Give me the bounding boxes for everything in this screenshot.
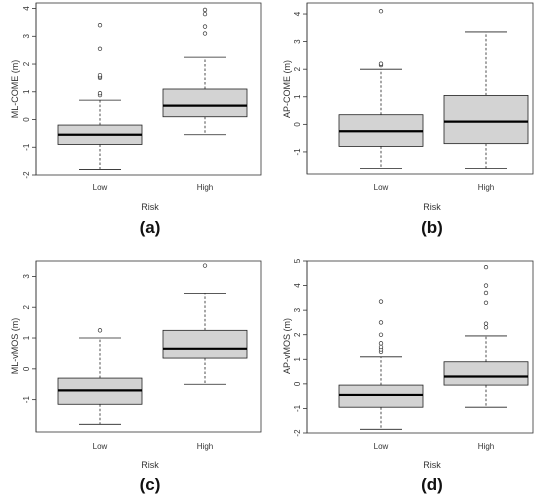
- panel-a-boxes: [57, 7, 248, 170]
- panel-b-y-tick-label: 3: [293, 39, 302, 44]
- panel-d-y-tick-label: 0: [293, 381, 302, 386]
- panel-a-high-outlier: [202, 11, 208, 17]
- panel-a-y-tick-label: -1: [22, 143, 31, 151]
- panel-c: -1 0 1 2 3 ML-vMOS (m) Low High Risk (c): [10, 260, 262, 494]
- panel-c-y-ticks: -1 0 1 2 3: [22, 274, 36, 404]
- panel-b-y-tick-label: 4: [293, 11, 302, 16]
- panel-c-x-tick-low: Low: [93, 442, 108, 451]
- panel-a-y-tick-label: -2: [22, 171, 31, 179]
- panel-d-high-outlier: [483, 264, 489, 270]
- panel-b-y-ticks: -1 0 1 2 3 4: [293, 11, 307, 155]
- panel-d-low-outlier: [378, 332, 384, 337]
- panel-a-y-tick-label: 3: [22, 34, 31, 39]
- panel-d-low-box: [338, 384, 424, 408]
- panel-a-y-ticks: -2 -1 0 1 2 3 4: [22, 6, 36, 179]
- panel-a-x-axis-title: Risk: [141, 202, 159, 212]
- panel-c-y-tick-label: 0: [22, 366, 31, 371]
- panel-b-x-tick-low: Low: [374, 183, 389, 192]
- panel-a-high-outlier: [202, 31, 208, 36]
- panel-d-high-outlier: [483, 325, 489, 330]
- panel-a-label: (a): [140, 218, 161, 237]
- panel-c-y-tick-label: -1: [22, 396, 31, 404]
- panel-d-label: (d): [421, 475, 443, 494]
- panel-b-frame: [306, 2, 534, 175]
- panel-b-low-outlier: [378, 9, 384, 14]
- panel-c-high-box: [162, 329, 248, 359]
- panel-a-y-axis-title: ML-COME (m): [10, 60, 20, 119]
- panel-d-y-tick-label: 4: [293, 283, 302, 288]
- panel-b-label: (b): [421, 218, 443, 237]
- panel-a-y-tick-label: 2: [22, 61, 31, 66]
- panel-d-y-tick-label: 3: [293, 307, 302, 312]
- panel-d-low-outlier: [378, 344, 384, 350]
- panel-b-y-tick-label: 1: [293, 94, 302, 99]
- panel-c-x-axis-title: Risk: [141, 460, 159, 470]
- panel-d-low-outlier: [378, 341, 384, 346]
- panel-d-low-outlier: [378, 299, 384, 304]
- panel-a-y-tick-label: 0: [22, 117, 31, 122]
- panel-b-x-tick-high: High: [478, 183, 494, 192]
- panel-d-x-tick-low: Low: [374, 442, 389, 451]
- panel-b-y-tick-label: 0: [293, 122, 302, 127]
- panel-a-high-outlier: [202, 7, 208, 13]
- panel-c-low-outlier: [97, 328, 103, 333]
- panel-d-y-ticks: -2 -1 0 1 2 3 4 5: [293, 258, 307, 437]
- panel-b: -1 0 1 2 3 4 AP-COME (m) Low High Risk (b): [282, 2, 534, 237]
- panel-a-y-tick-label: 4: [22, 6, 31, 11]
- panel-d-boxes: [338, 264, 529, 430]
- panel-d-low-outlier: [378, 320, 384, 325]
- panel-d-y-tick-label: 5: [293, 258, 302, 263]
- panel-a-low-outlier: [97, 46, 103, 51]
- panel-c-label: (c): [140, 475, 161, 494]
- panel-a-low-outlier: [97, 72, 103, 78]
- panel-a-high-outlier: [202, 24, 208, 29]
- panel-a-x-tick-low: Low: [93, 183, 108, 192]
- panel-c-y-tick-label: 3: [22, 274, 31, 279]
- panel-a-low-outlier: [97, 23, 103, 28]
- panel-d-x-tick-high: High: [478, 442, 494, 451]
- panel-d-y-tick-label: 1: [293, 357, 302, 362]
- panel-d-y-axis-title: AP-vMOS (m): [282, 318, 292, 374]
- panel-d-high-outlier: [483, 290, 489, 296]
- panel-c-y-tick-label: 2: [22, 304, 31, 309]
- panel-b-x-axis-title: Risk: [423, 202, 441, 212]
- panel-a: -2 -1 0 1 2 3 4 ML-COME (m) Low High Risk (a): [10, 2, 262, 237]
- panel-c-x-tick-high: High: [197, 442, 213, 451]
- panel-b-high-box: [443, 94, 529, 145]
- panel-b-low-outlier: [378, 61, 384, 66]
- panel-d-x-axis-title: Risk: [423, 460, 441, 470]
- panel-a-high-box: [162, 88, 248, 118]
- panel-c-high-outlier: [202, 263, 208, 268]
- panel-b-y-axis-title: AP-COME (m): [282, 60, 292, 118]
- panel-b-y-tick-label: -1: [293, 148, 302, 156]
- panel-d-high-outlier: [483, 300, 489, 305]
- panel-c-y-tick-label: 1: [22, 335, 31, 340]
- panel-c-boxes: [57, 263, 248, 425]
- panel-d-y-tick-label: -1: [293, 404, 302, 412]
- panel-b-boxes: [338, 9, 529, 169]
- panel-c-y-axis-title: ML-vMOS (m): [10, 318, 20, 375]
- panel-a-low-outlier: [97, 91, 103, 96]
- panel-b-y-tick-label: 2: [293, 66, 302, 71]
- panel-a-x-tick-high: High: [197, 183, 213, 192]
- panel-d-y-tick-label: -2: [293, 429, 302, 437]
- panel-d-high-outlier: [483, 283, 489, 288]
- panel-d-y-tick-label: 2: [293, 332, 302, 337]
- panel-d-high-outlier: [483, 321, 489, 326]
- panel-d: -2 -1 0 1 2 3 4 5 AP-vMOS (m) Low High Risk (d): [282, 258, 534, 494]
- panel-d-high-box: [443, 361, 529, 386]
- panel-a-y-tick-label: 1: [22, 89, 31, 94]
